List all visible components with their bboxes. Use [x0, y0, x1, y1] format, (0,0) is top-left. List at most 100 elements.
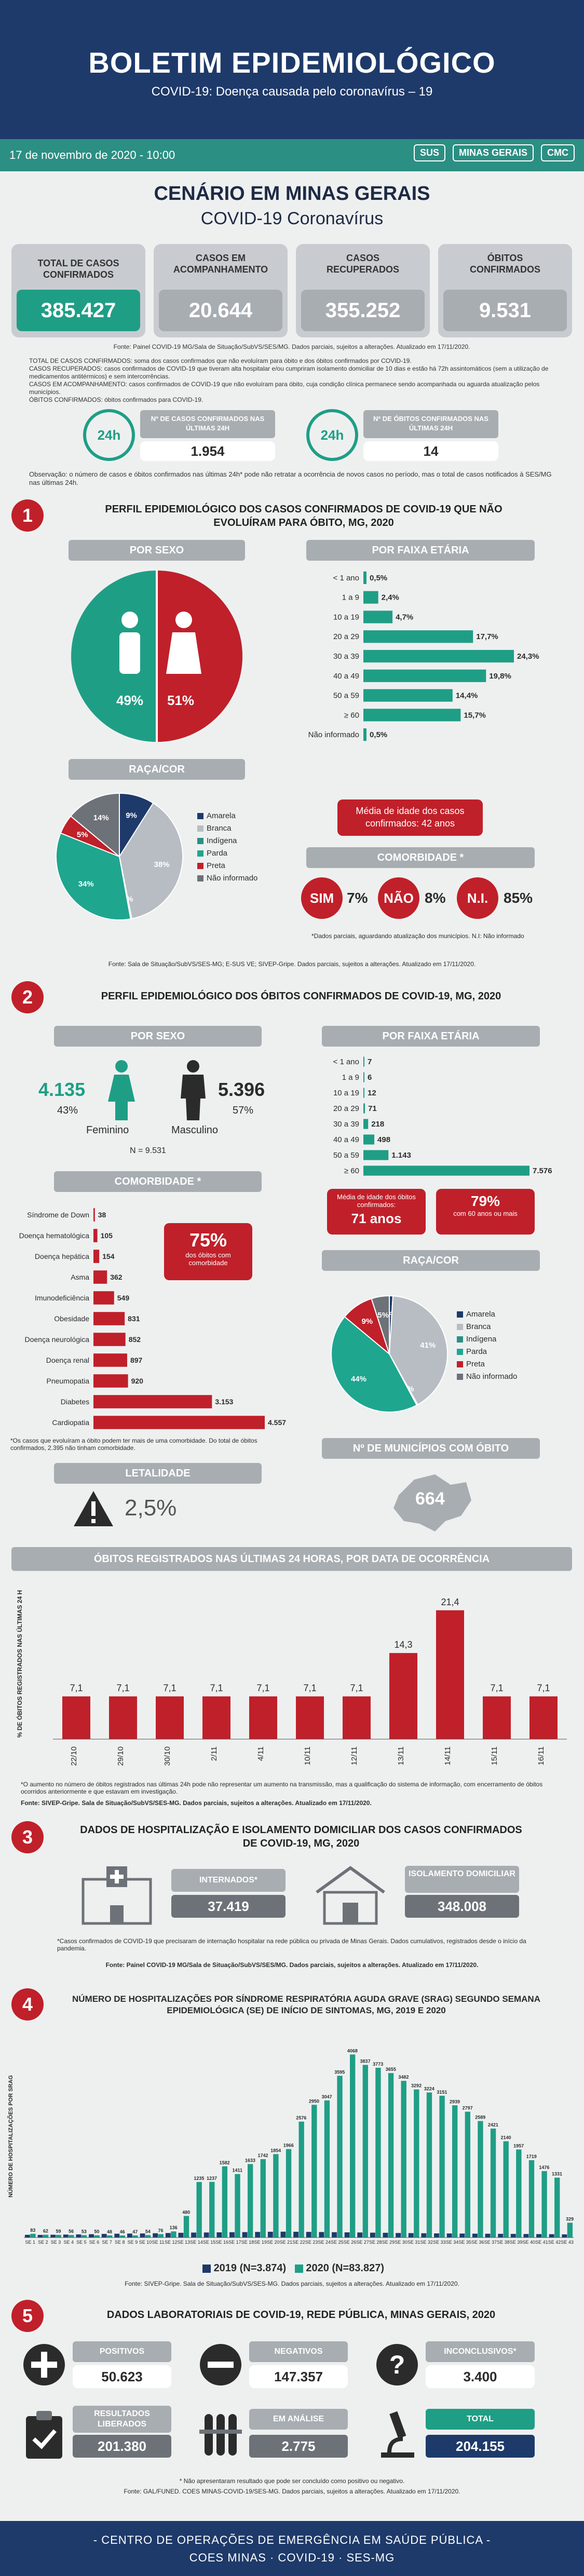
- bar-label: Obesidade: [54, 1314, 89, 1323]
- bar-label: ≥ 60: [344, 1167, 359, 1175]
- minus-circle-icon: [200, 2344, 241, 2385]
- bar-2020: [567, 2222, 573, 2238]
- hospital-icon: [82, 1866, 152, 1925]
- bar-value: 59: [56, 2229, 61, 2234]
- legend-item: Branca: [457, 1321, 561, 1333]
- bar-value: 2950: [309, 2098, 319, 2104]
- card-deaths: ÓBITOS CONFIRMADOS 9.531: [438, 244, 572, 337]
- legend-item: Não informado: [457, 1371, 561, 1383]
- legend-item: Parda: [197, 847, 286, 860]
- warning-icon: [74, 1491, 113, 1526]
- inconclusive-label: INCONCLUSIVOS*: [426, 2341, 535, 2362]
- card-value: 385.427: [17, 290, 140, 331]
- section-2-title: PERFIL EPIDEMIOLÓGICO DOS ÓBITOS CONFIRM…: [101, 991, 501, 1002]
- bar-value: 7,1: [163, 1683, 176, 1693]
- x-tick-label: SE 2: [38, 2240, 48, 2245]
- card-value: 355.252: [301, 290, 425, 331]
- legend-item: Parda: [457, 1346, 561, 1358]
- card-label: CASOS RECUPERADOS: [326, 253, 400, 275]
- x-tick-label: SE 43: [561, 2240, 574, 2245]
- section-3-note: *Casos confirmados de COVID-19 que preci…: [57, 1937, 526, 1952]
- bar-value: 7,1: [210, 1683, 223, 1693]
- bar-2020: [350, 2054, 356, 2238]
- bar-2020: [183, 2216, 189, 2238]
- bar-label: 20 a 29: [333, 1104, 359, 1113]
- x-tick-label: 22/10: [70, 1746, 78, 1766]
- bar-2020: [30, 2233, 36, 2238]
- bar-2019: [216, 2232, 222, 2238]
- isolation-label: ISOLAMENTO DOMICILIAR: [405, 1866, 519, 1893]
- comorbidity-ni-pct: 85%: [504, 890, 533, 906]
- bar-2019: [549, 2234, 554, 2238]
- bar-value: 3837: [360, 2058, 371, 2064]
- bar: [363, 1072, 364, 1082]
- bulletin-date: 17 de novembro de 2020 - 10:00: [9, 148, 175, 161]
- bar: [93, 1395, 212, 1408]
- bar-2020: [401, 2081, 406, 2238]
- x-tick-label: SE 1: [25, 2240, 36, 2245]
- bar-value: 14,4%: [456, 692, 478, 700]
- section-4-number: 4: [11, 1988, 44, 2021]
- bar-label: 50 a 59: [333, 1151, 359, 1160]
- bar-value: 1633: [245, 2158, 255, 2163]
- bar-2020: [235, 2174, 240, 2238]
- bar-2020: [119, 2235, 126, 2238]
- legend-item: Branca: [197, 822, 286, 835]
- bar: [62, 1696, 90, 1739]
- bar-value: 54: [145, 2229, 151, 2234]
- bar-value: 0,5%: [370, 730, 387, 739]
- race-pie: 9%38%0%34%5%14%: [52, 789, 187, 924]
- bar-value: 4.557: [268, 1418, 286, 1427]
- bar-2019: [191, 2232, 196, 2238]
- in-analysis-label: EM ANÁLISE: [249, 2409, 348, 2430]
- bar-2020: [145, 2235, 151, 2238]
- bar-2019: [357, 2232, 363, 2238]
- bar-2020: [362, 2065, 368, 2238]
- x-tick-label: SE 18: [241, 2240, 254, 2245]
- age-mean: Média de idade dos casos confirmados: 42…: [337, 799, 483, 836]
- cmc-logo: CMC: [541, 144, 575, 161]
- pie-slice: [70, 792, 120, 858]
- bar: [483, 1696, 511, 1739]
- bar-value: 46: [120, 2229, 125, 2234]
- in-analysis-value: 2.775: [249, 2435, 348, 2458]
- bar-value: 3.153: [215, 1398, 233, 1406]
- definitions: TOTAL DE CASOS CONFIRMADOS: soma dos cas…: [29, 357, 549, 403]
- bar-value: 498: [377, 1135, 390, 1144]
- municipalities-count: 664: [415, 1489, 445, 1509]
- deaths-24h-value: 14: [363, 441, 498, 461]
- bar-label: Síndrome de Down: [27, 1211, 89, 1219]
- svg-text:?: ?: [389, 2350, 405, 2379]
- x-tick-label: SE 32: [420, 2240, 433, 2245]
- bar-2020: [209, 2181, 215, 2238]
- bar-2019: [319, 2232, 324, 2238]
- bar-value: 4068: [347, 2048, 358, 2053]
- bulletin-title: BOLETIM EPIDEMIOLÓGICO: [88, 46, 496, 79]
- bar-2020: [490, 2128, 496, 2238]
- negative-value: 147.357: [249, 2365, 348, 2388]
- bar-value: 2589: [475, 2115, 485, 2120]
- released-label: RESULTADOS LIBERADOS: [73, 2406, 171, 2433]
- pie-slice: [388, 1295, 448, 1406]
- bar-value: 7,1: [537, 1683, 550, 1693]
- total-value: 204.155: [426, 2435, 535, 2458]
- bar-2019: [140, 2233, 145, 2238]
- bar-value: 1411: [233, 2168, 243, 2173]
- bar-value: 83: [30, 2228, 35, 2233]
- bar-2020: [273, 2154, 279, 2238]
- section-5-note: * Não apresentaram resultado que pode se…: [179, 2477, 405, 2485]
- bar-value: 154: [102, 1252, 115, 1260]
- hospitalized-value: 37.419: [171, 1895, 286, 1918]
- bar-value: 47: [132, 2229, 138, 2234]
- srag-legend: 2019 (N=3.874) 2020 (N=83.827): [202, 2262, 384, 2274]
- bar-value: 7,1: [490, 1683, 503, 1693]
- comorbidity-title: COMORBIDADE *: [306, 847, 535, 868]
- bar-2019: [37, 2234, 43, 2238]
- isolation-value: 348.008: [405, 1895, 519, 1918]
- negative-label: NEGATIVOS: [249, 2341, 348, 2362]
- y-axis-label: % DE ÓBITOS REGISTRADOS NAS ÚLTIMAS 24 H: [16, 1590, 23, 1738]
- bar-value: 3047: [322, 2094, 332, 2099]
- section-5-title: DADOS LABORATORIAIS DE COVID-19, REDE PÚ…: [106, 2309, 496, 2321]
- x-tick-label: SE 36: [471, 2240, 484, 2245]
- x-tick-label: SE 22: [292, 2240, 305, 2245]
